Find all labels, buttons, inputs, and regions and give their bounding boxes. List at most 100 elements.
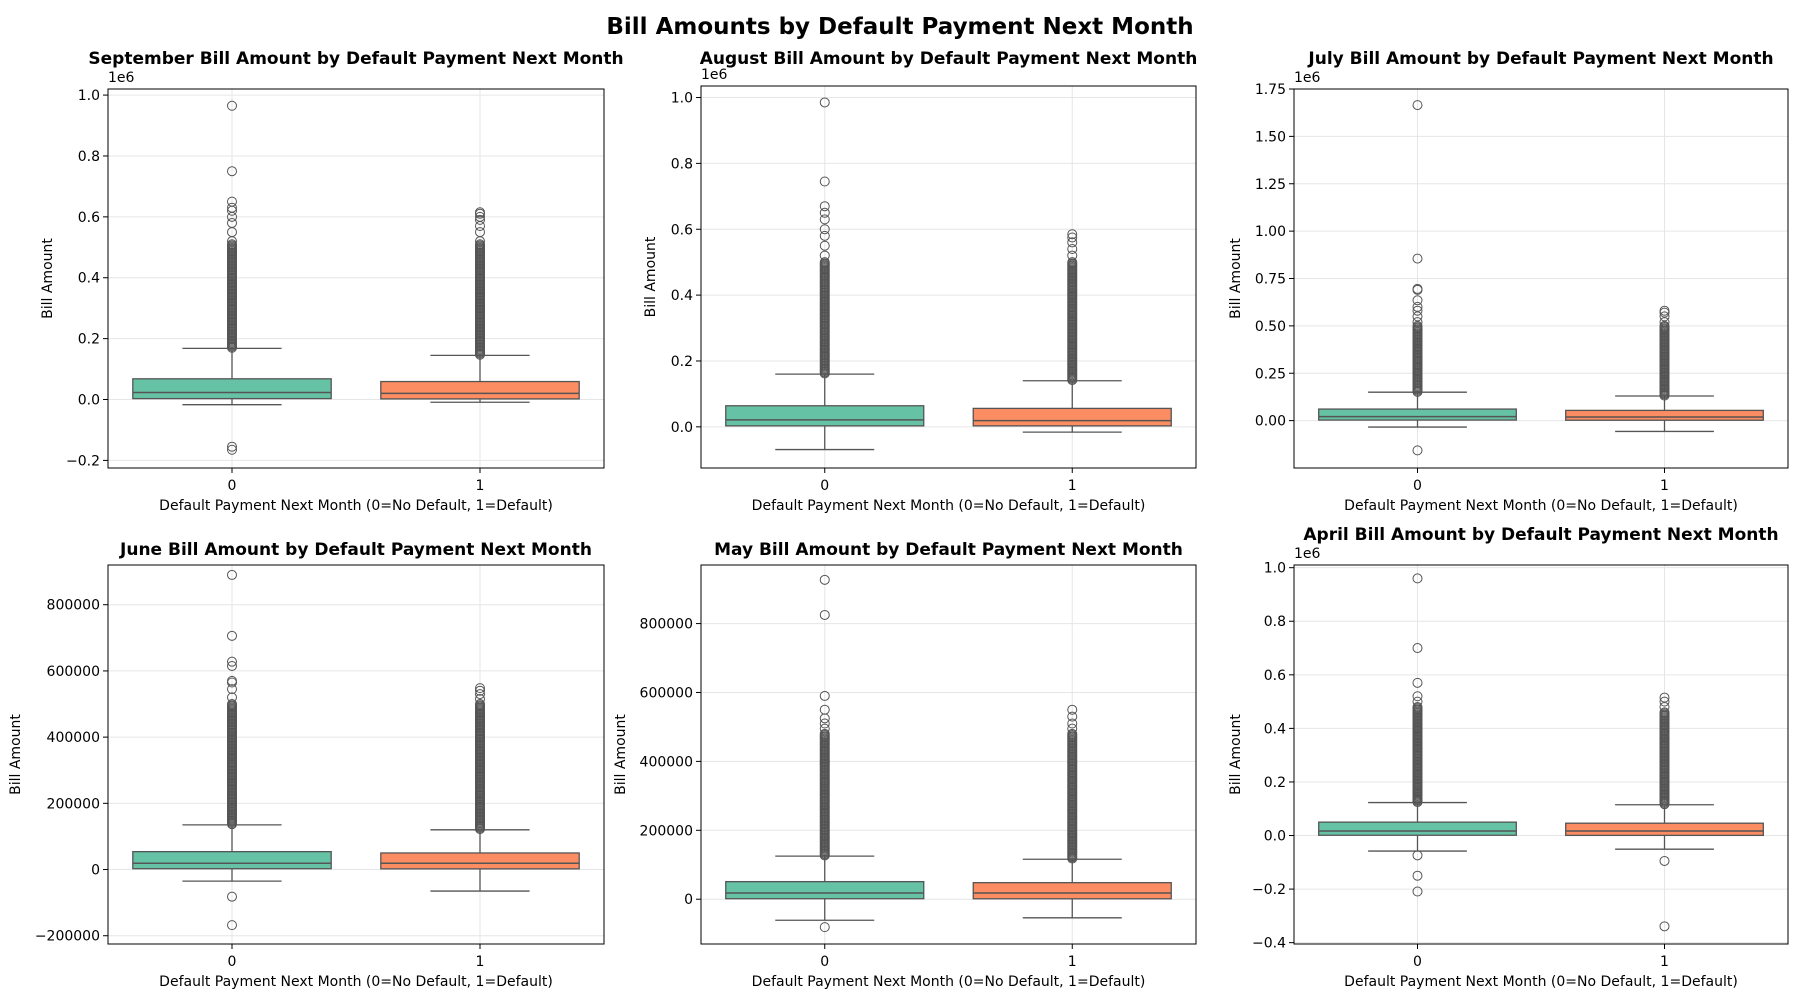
outlier-point [1067, 723, 1078, 734]
y-tick-label: 0.0 [1264, 829, 1286, 845]
outlier-point [819, 723, 830, 734]
x-tick-label: 1 [476, 954, 485, 970]
outlier-point [227, 100, 237, 111]
outlier-point [1067, 229, 1078, 240]
x-tick-label: 1 [1660, 954, 1669, 970]
y-tick-label: 0.50 [1255, 319, 1286, 335]
box-group-1 [1565, 305, 1764, 433]
subplot-title: September Bill Amount by Default Payment… [88, 49, 623, 69]
x-axis-label: Default Payment Next Month (0=No Default… [159, 498, 553, 514]
box-iqr [972, 407, 1172, 427]
y-axis-label: Bill Amount [40, 238, 56, 319]
box-iqr [380, 380, 580, 400]
outlier-point [475, 227, 485, 238]
x-axis-label: Default Payment Next Month (0=No Default… [752, 498, 1146, 514]
subplot-title: August Bill Amount by Default Payment Ne… [700, 49, 1198, 69]
y-tick-label: 1.25 [1255, 177, 1286, 193]
outlier-point [475, 211, 485, 222]
box-group-1 [1565, 692, 1764, 932]
outlier-point [227, 569, 237, 580]
y-tick-label: 0.8 [671, 156, 693, 172]
outlier-point [1659, 311, 1670, 322]
outlier-point [819, 201, 830, 212]
y-tick-label: 0.2 [671, 354, 693, 370]
y-offset-label: 1e6 [1294, 70, 1321, 86]
subplot-5 [1289, 564, 1789, 949]
outlier-point [1067, 704, 1078, 715]
axes-frame [700, 85, 1197, 469]
x-axis-label: Default Payment Next Month (0=No Default… [1344, 974, 1738, 990]
outlier-point [1067, 232, 1078, 243]
outlier-point [819, 207, 830, 218]
outlier-point [1412, 696, 1423, 707]
y-tick-label: 600000 [47, 664, 100, 680]
y-tick-label: 0.2 [78, 332, 100, 348]
outlier-point [819, 250, 830, 261]
x-tick-label: 0 [820, 954, 829, 970]
outlier-point [1659, 707, 1670, 718]
outlier-point [1067, 237, 1078, 248]
box-iqr [1565, 822, 1764, 837]
outlier-point [227, 444, 237, 455]
box-iqr [132, 850, 332, 870]
y-axis-label: Bill Amount [8, 714, 24, 795]
outlier-point [227, 675, 237, 686]
box-iqr [1318, 408, 1517, 421]
outlier-point [475, 683, 485, 694]
outlier-point [1412, 283, 1423, 294]
outlier-point [475, 207, 485, 218]
outlier-point [227, 166, 237, 177]
outlier-point [1412, 100, 1423, 111]
subplot-title: July Bill Amount by Default Payment Next… [1307, 49, 1773, 69]
x-axis-label: Default Payment Next Month (0=No Default… [1344, 498, 1738, 514]
outlier-point [1412, 301, 1423, 312]
y-tick-label: 1.00 [1255, 224, 1286, 240]
x-axis-label: Default Payment Next Month (0=No Default… [159, 974, 553, 990]
outlier-point [819, 257, 830, 268]
y-tick-label: 1.75 [1255, 82, 1286, 98]
outlier-point [475, 689, 485, 700]
box-group-0 [725, 574, 925, 933]
outlier-point [819, 97, 830, 108]
axes-frame [700, 564, 1197, 945]
y-tick-label: 800000 [47, 598, 100, 614]
outlier-point [1067, 257, 1078, 268]
y-offset-label: 1e6 [108, 70, 135, 86]
box-group-0 [132, 569, 332, 931]
y-tick-label: 1.0 [1264, 561, 1286, 577]
subplot-3 [103, 564, 605, 949]
box-iqr [380, 852, 580, 870]
outlier-point [227, 920, 237, 931]
outlier-point [227, 217, 237, 228]
outlier-point [819, 690, 830, 701]
x-tick-label: 1 [1068, 954, 1077, 970]
y-tick-label: 0.0 [671, 420, 693, 436]
y-tick-label: 400000 [640, 754, 693, 770]
y-tick-label: 0.25 [1255, 366, 1286, 382]
outlier-point [819, 609, 830, 620]
outlier-point [475, 694, 485, 705]
outlier-point [227, 660, 237, 671]
outlier-point [1067, 728, 1078, 739]
y-axis-label: Bill Amount [1228, 714, 1244, 795]
y-tick-label: 0.2 [1264, 775, 1286, 791]
y-tick-label: −0.2 [1252, 882, 1286, 898]
outlier-point [475, 699, 485, 710]
box-group-0 [725, 97, 925, 451]
x-tick-label: 1 [476, 478, 485, 494]
outlier-point [1067, 250, 1078, 261]
outlier-point [1412, 677, 1423, 688]
outlier-point [1412, 643, 1423, 654]
x-axis-label: Default Payment Next Month (0=No Default… [752, 974, 1146, 990]
outlier-point [227, 656, 237, 667]
outlier-point [819, 214, 830, 225]
y-offset-label: 1e6 [701, 67, 728, 83]
outlier-point [819, 240, 830, 251]
subplot-title: April Bill Amount by Default Payment Nex… [1303, 525, 1778, 545]
axes-frame [1293, 564, 1789, 945]
figure-title: Bill Amounts by Default Payment Next Mon… [606, 14, 1194, 40]
outlier-point [819, 230, 830, 241]
y-tick-label: 600000 [640, 685, 693, 701]
box-iqr [132, 378, 332, 400]
